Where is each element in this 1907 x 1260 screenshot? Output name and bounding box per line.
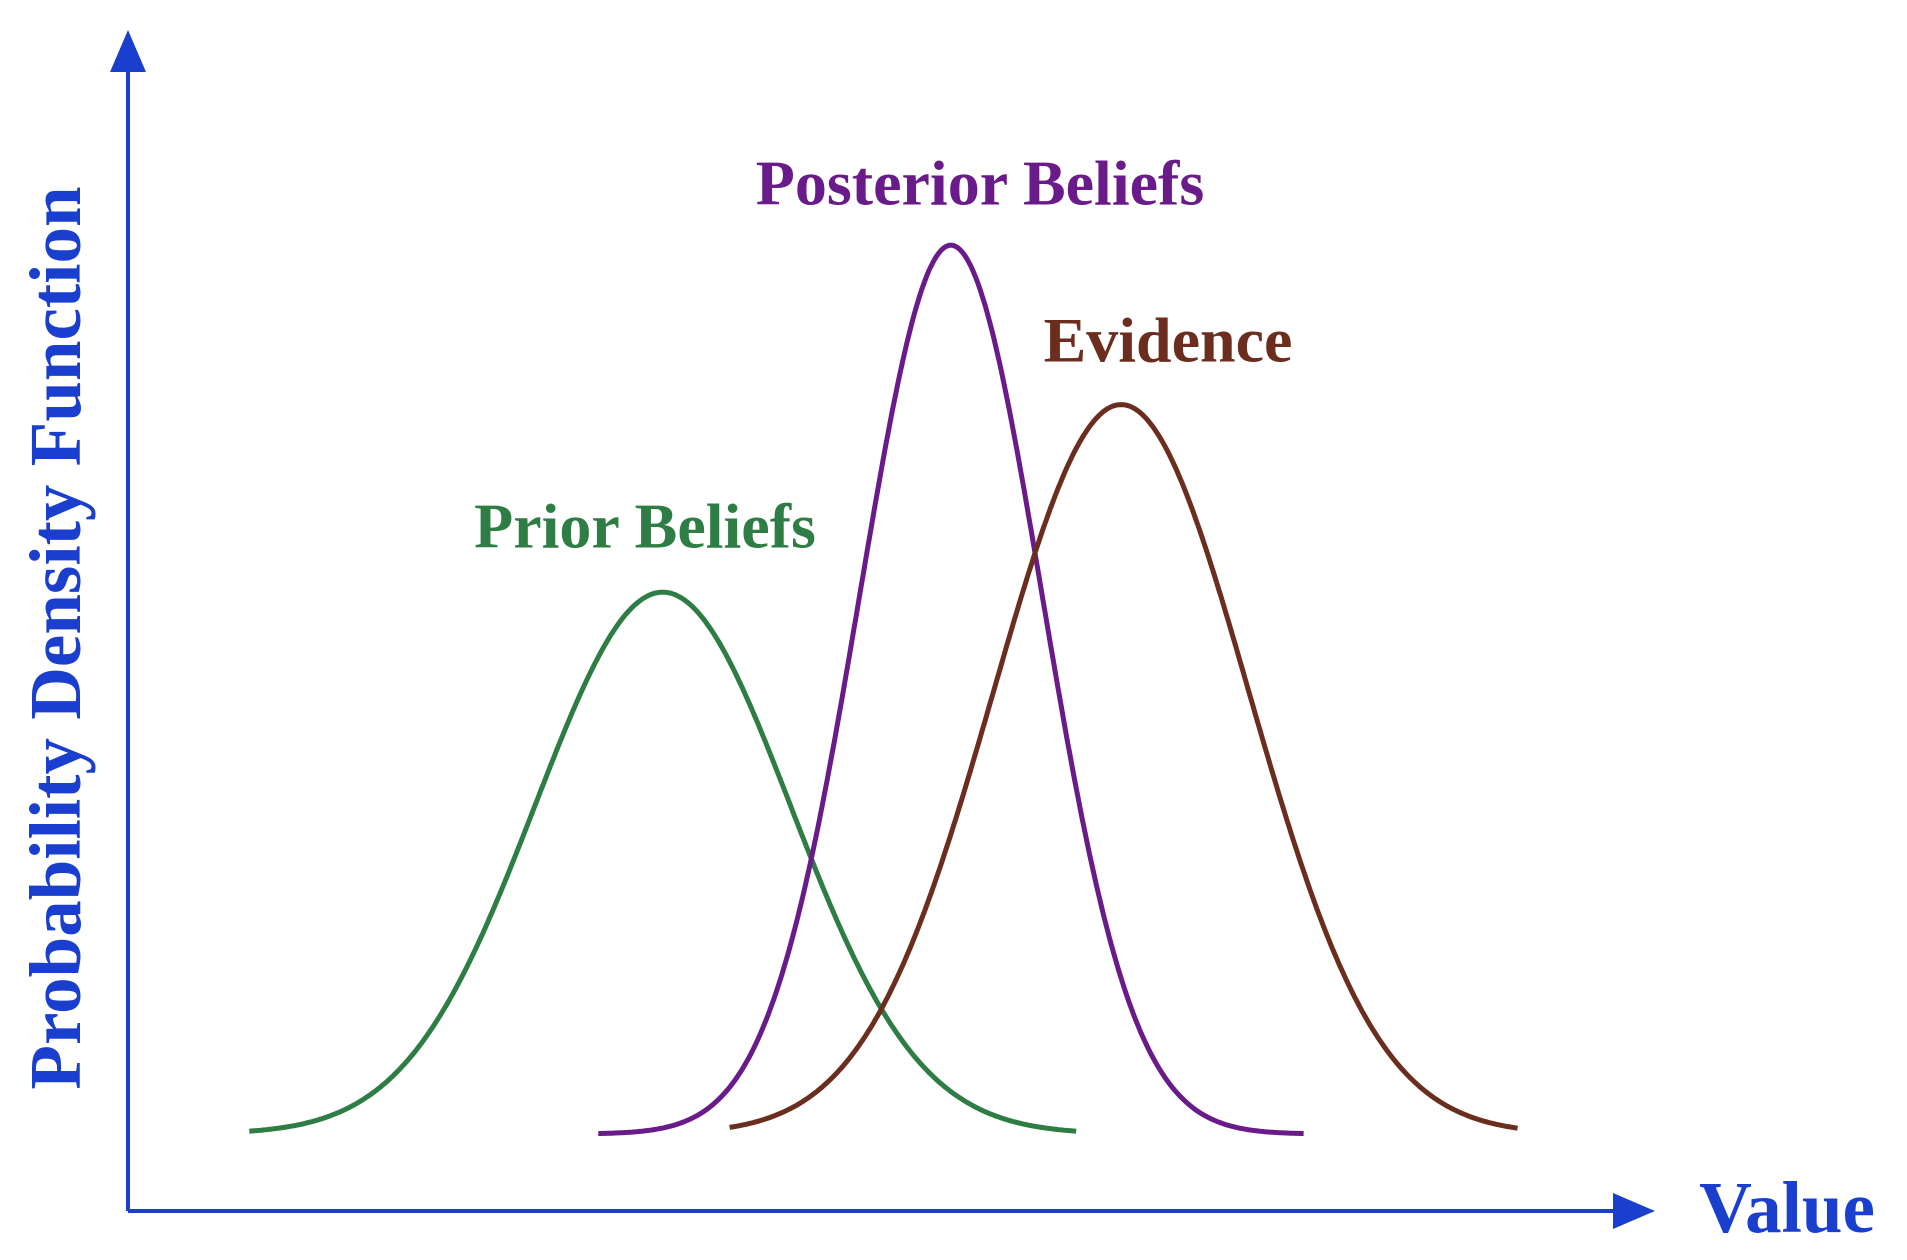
curves: [249, 242, 1518, 1136]
curve-label: Posterior Beliefs: [756, 148, 1204, 219]
density-curve: [598, 242, 1304, 1136]
density-curve: [249, 589, 1077, 1134]
curve-label: Evidence: [1044, 305, 1293, 376]
x-axis-label: Value: [1699, 1167, 1875, 1248]
density-curve: [729, 402, 1518, 1131]
y-axis-arrow: [110, 30, 146, 72]
curve-label: Prior Beliefs: [474, 491, 816, 562]
x-axis-arrow: [1613, 1193, 1655, 1229]
y-axis-label: Probability Density Function: [15, 186, 96, 1089]
